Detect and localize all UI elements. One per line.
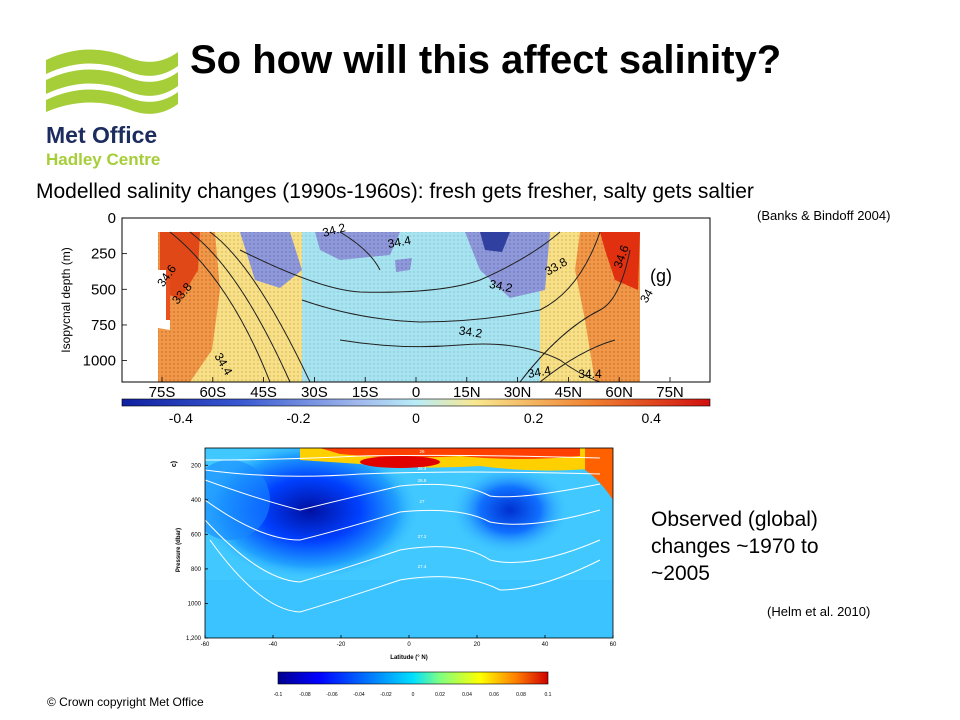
observed-y-ticks: 200 400 600 800 1000 1,200 <box>186 463 208 642</box>
observed-contour-label: 26.8 <box>418 478 427 483</box>
model-x-tick-label: 0 <box>412 384 420 401</box>
observed-y-tick-label: 1,200 <box>186 636 202 642</box>
observed-colorbar-tick-label: 0.02 <box>435 692 445 698</box>
observed-colorbar-tick-label: -0.06 <box>326 692 338 698</box>
model-contour-label: 34.4 <box>578 367 602 381</box>
model-contour-label: 34.2 <box>488 277 514 296</box>
observed-contour-label: 26.4 <box>418 466 427 471</box>
met-office-logo: Met Office Hadley Centre <box>38 40 188 180</box>
model-x-tick-label: 15S <box>352 384 379 401</box>
model-colorbar-tick-label: -0.2 <box>286 410 310 425</box>
logo-line1: Met Office <box>46 122 158 148</box>
observed-x-tick-label: -60 <box>201 642 210 648</box>
model-contour-label: 34 <box>637 286 656 305</box>
model-y-tick-label: 750 <box>91 317 116 334</box>
model-colorbar <box>121 398 711 407</box>
model-x-tick-label: 75N <box>656 384 684 401</box>
observed-y-tick-label: 1000 <box>188 601 202 607</box>
observed-caption: Observed (global) changes ~1970 to ~2005 <box>651 508 819 585</box>
model-x-tick-label: 30N <box>504 384 532 401</box>
model-x-tick-label: 45N <box>555 384 583 401</box>
model-colorbar-ticks: -0.4 -0.2 0 0.2 0.4 <box>169 410 661 425</box>
observed-x-ticks: -60 -40 -20 0 20 40 60 <box>201 635 617 648</box>
observed-colorbar-tick-label: -0.08 <box>299 692 311 698</box>
observed-heatmap-field <box>205 448 613 638</box>
model-contour-label: 34.4 <box>527 363 553 381</box>
observed-x-tick-label: 40 <box>542 642 549 648</box>
model-panel-label: (g) <box>650 266 672 286</box>
observed-x-tick-label: 60 <box>610 642 617 648</box>
observed-colorbar-ticks: -0.1 -0.08 -0.06 -0.04 -0.02 0 0.02 0.04 0.06 0.0… <box>274 692 552 698</box>
citation-observed: (Helm et al. 2010) <box>767 604 871 619</box>
observed-colorbar-tick-label: -0.1 <box>274 692 283 698</box>
observed-colorbar <box>277 671 549 685</box>
model-y-ticks: 0 250 500 750 1000 <box>83 210 127 370</box>
citation-model: (Banks & Bindoff 2004) <box>757 208 891 223</box>
observed-y-axis-label: Pressure (dbar) <box>176 528 182 572</box>
model-colorbar-tick-label: 0.2 <box>524 410 544 425</box>
observed-x-tick-label: 20 <box>474 642 481 648</box>
model-y-tick-label: 1000 <box>83 353 116 370</box>
observed-colorbar-tick-label: 0.06 <box>489 692 499 698</box>
observed-contour-label: 27.4 <box>418 564 427 569</box>
observed-colorbar-tick-label: -0.04 <box>353 692 365 698</box>
observed-colorbar-tick-label: 0 <box>412 692 415 698</box>
model-y-tick-label: 500 <box>91 281 116 298</box>
observed-x-tick-label: -20 <box>337 642 346 648</box>
model-colorbar-tick-label: 0 <box>412 410 420 425</box>
logo-wave-icon <box>46 49 178 114</box>
copyright-notice: © Crown copyright Met Office <box>47 695 204 709</box>
subtitle: Modelled salinity changes (1990s-1960s):… <box>36 180 754 203</box>
observed-x-tick-label: -40 <box>269 642 278 648</box>
observed-colorbar-tick-label: -0.02 <box>380 692 392 698</box>
observed-y-tick-label: 200 <box>191 463 202 469</box>
observed-panel-label: c) <box>171 461 178 467</box>
model-colorbar-tick-label: -0.4 <box>169 410 193 425</box>
observed-contour-label: 26 <box>419 449 425 454</box>
model-heatmap-field <box>121 217 711 383</box>
model-y-axis-label: Isopycnal depth (m) <box>59 247 73 352</box>
model-x-tick-label: 60S <box>199 384 226 401</box>
observed-contour-label: 27.2 <box>418 534 427 539</box>
model-x-ticks: 75S 60S 45S 30S 15S 0 15N 30N 45N 60N 75N <box>149 377 684 401</box>
observed-colorbar-tick-label: 0.08 <box>516 692 526 698</box>
model-x-tick-label: 30S <box>301 384 328 401</box>
observed-x-axis-label: Latitude (° N) <box>390 655 427 661</box>
observed-colorbar-tick-label: 0.1 <box>545 692 552 698</box>
model-x-tick-label: 60N <box>605 384 633 401</box>
observed-y-tick-label: 800 <box>191 567 202 573</box>
observed-contour-labels: 26 26.4 26.8 27 27.2 27.4 <box>418 449 427 569</box>
observed-y-tick-label: 600 <box>191 532 202 538</box>
observed-y-tick-label: 400 <box>191 498 202 504</box>
model-colorbar-tick-label: 0.4 <box>641 410 661 425</box>
model-y-tick-label: 250 <box>91 246 116 263</box>
page-title: So how will this affect salinity? <box>190 38 782 82</box>
observed-contour-label: 27 <box>419 499 425 504</box>
observed-x-tick-label: 0 <box>407 642 411 648</box>
model-x-tick-label: 15N <box>453 384 481 401</box>
logo-line2: Hadley Centre <box>46 150 161 169</box>
model-y-tick-label: 0 <box>108 210 116 227</box>
model-contour-label: 34.2 <box>321 220 347 240</box>
model-contour-label: 34.4 <box>387 233 413 251</box>
model-x-tick-label: 45S <box>250 384 277 401</box>
model-contour-label: 34.2 <box>458 323 483 340</box>
observed-colorbar-tick-label: 0.04 <box>462 692 472 698</box>
model-x-tick-label: 75S <box>149 384 176 401</box>
